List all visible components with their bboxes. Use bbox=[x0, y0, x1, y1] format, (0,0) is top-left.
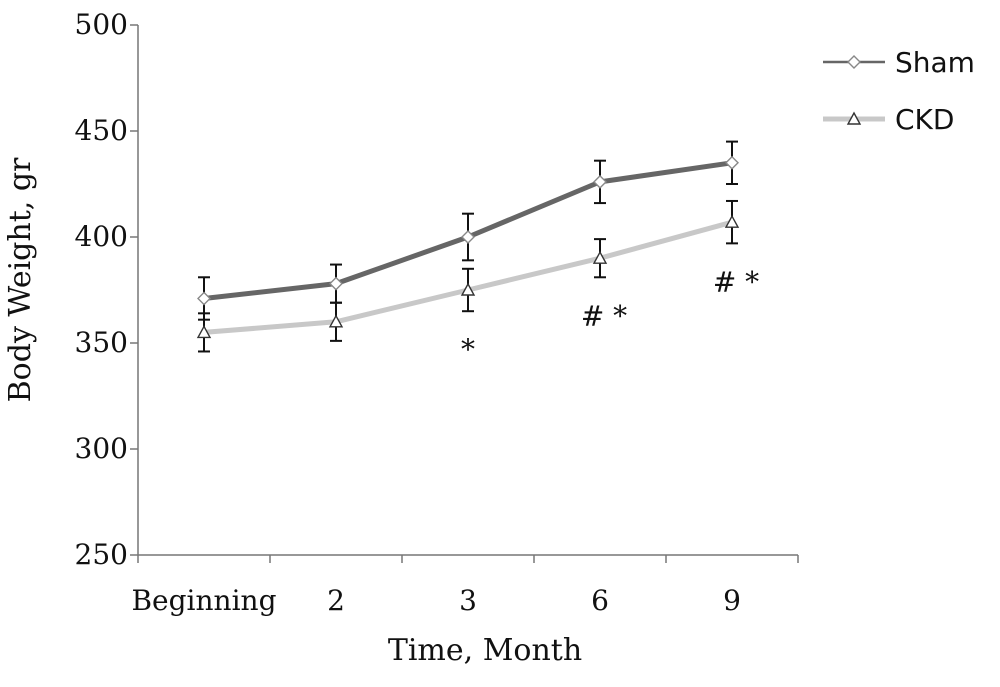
legend: Sham CKD bbox=[823, 46, 975, 136]
series-layer bbox=[196, 140, 740, 353]
series-ckd bbox=[196, 199, 740, 353]
series-sham bbox=[197, 140, 739, 321]
y-tick-label: 250 bbox=[75, 538, 128, 571]
significance-annotation: # * bbox=[581, 299, 627, 332]
legend-label: CKD bbox=[895, 103, 954, 136]
legend-marker bbox=[847, 55, 861, 69]
x-tick-label: Beginning bbox=[131, 584, 276, 617]
data-point bbox=[724, 214, 740, 228]
y-ticks: 250 300 350 400 450 500 bbox=[75, 8, 138, 571]
data-point bbox=[328, 314, 344, 328]
x-tick-label: 2 bbox=[327, 584, 345, 617]
axes bbox=[137, 25, 798, 556]
x-axis-title: Time, Month bbox=[388, 633, 582, 668]
data-point bbox=[197, 291, 211, 306]
x-tick-label: 6 bbox=[591, 584, 609, 617]
data-point bbox=[196, 324, 212, 339]
data-point bbox=[460, 282, 476, 296]
data-point bbox=[329, 276, 343, 291]
y-tick-label: 450 bbox=[75, 114, 128, 147]
legend-item-ckd: CKD bbox=[823, 103, 954, 136]
y-tick-label: 350 bbox=[75, 326, 128, 359]
legend-item-sham: Sham bbox=[823, 46, 975, 79]
data-point bbox=[592, 250, 608, 264]
x-tick-label: 3 bbox=[459, 584, 477, 617]
x-tick-label: 9 bbox=[723, 584, 741, 617]
annotations-layer: * # * # * bbox=[461, 265, 759, 366]
data-point bbox=[593, 174, 607, 189]
y-axis-title: Body Weight, gr bbox=[3, 157, 38, 402]
legend-label: Sham bbox=[895, 46, 975, 79]
y-tick-label: 500 bbox=[75, 8, 128, 41]
significance-annotation: # * bbox=[713, 265, 759, 298]
data-point bbox=[725, 155, 739, 170]
y-tick-label: 300 bbox=[75, 432, 128, 465]
legend-marker bbox=[846, 111, 862, 125]
data-point bbox=[461, 230, 475, 244]
y-tick-label: 400 bbox=[75, 220, 128, 253]
significance-annotation: * bbox=[461, 333, 475, 366]
x-ticks: Beginning 2 3 6 9 bbox=[131, 555, 799, 617]
